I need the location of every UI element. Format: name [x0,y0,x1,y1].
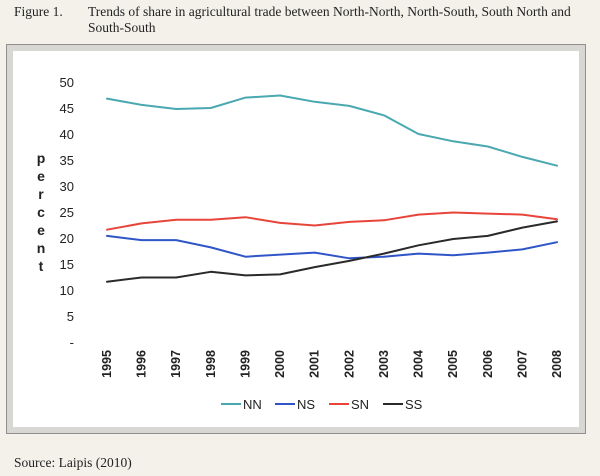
series-line-sn [106,211,558,231]
y-axis-label-letter: e [37,222,45,238]
legend-label-ns: NS [297,397,315,412]
x-tick-label: 2004 [412,350,426,378]
y-tick-label: - [70,335,74,350]
figure-title: Trends of share in agricultural trade be… [88,4,571,35]
y-tick-label: 20 [60,231,74,246]
y-tick-label: 40 [60,127,74,142]
y-tick-label: 10 [60,283,74,298]
x-tick-label: 2001 [308,350,322,378]
x-tick-label: 2003 [377,350,391,378]
y-axis-label-letter: e [37,168,45,184]
x-tick-label: 2002 [342,350,356,378]
x-tick-label: 2006 [481,350,495,378]
x-tick-label: 1998 [204,350,218,378]
y-tick-label: 5 [67,309,74,324]
y-axis-label-letter: p [37,150,46,166]
chart-plot-area [13,51,579,427]
series-line-ns [106,234,558,260]
series-line-nn [106,94,558,167]
series-lines [106,94,558,283]
x-tick-label: 2000 [273,350,287,378]
x-tick-label: 1995 [100,350,114,378]
y-tick-label: 45 [60,101,74,116]
legend-label-ss: SS [405,397,423,412]
source-note: Source: Laipis (2010) [14,455,132,470]
x-tick-label: 1999 [238,350,252,378]
legend: NN NS SN SS [221,397,423,412]
y-tick-label: 15 [60,257,74,272]
y-tick-label: 25 [60,205,74,220]
x-tick-label: 1996 [135,350,149,378]
y-axis-label-letter: n [37,240,46,256]
x-tick-label: 2007 [515,350,529,378]
y-tick-label: 50 [60,75,74,90]
legend-label-sn: SN [351,397,369,412]
x-axis-ticks: 1995 1996 1997 1998 1999 2000 2001 2002 2003 2004… [100,350,564,378]
y-axis-label-letter: t [39,258,44,274]
legend-label-nn: NN [243,397,262,412]
y-axis-label-letter: c [37,204,45,220]
y-tick-label: 35 [60,153,74,168]
y-axis-ticks: - 5 10 15 20 25 30 35 40 45 50 [60,75,74,350]
figure-label: Figure 1. [14,4,63,19]
series-line-ss [106,220,558,283]
x-tick-label: 2005 [446,350,460,378]
x-tick-label: 1997 [169,350,183,378]
y-tick-label: 30 [60,179,74,194]
x-tick-label: 2008 [550,350,564,378]
y-axis-label-letter: r [38,186,44,202]
